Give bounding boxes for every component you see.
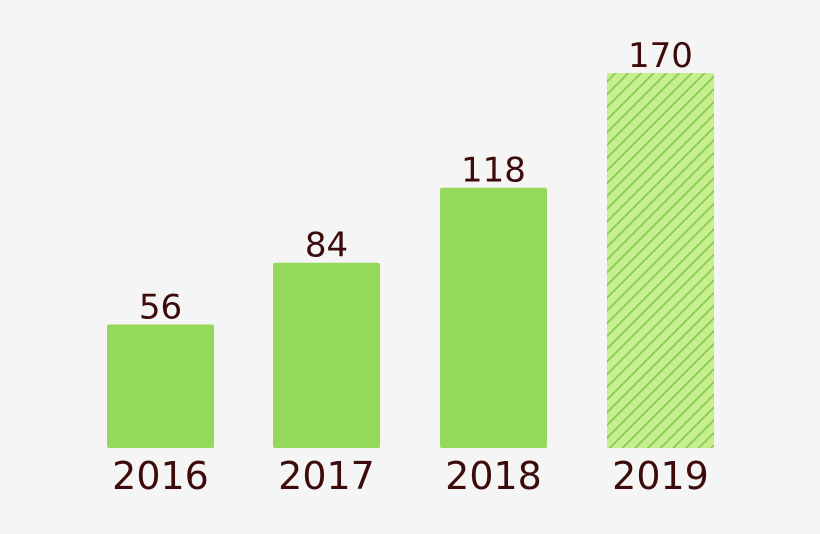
bar-2019: [607, 73, 714, 448]
value-label-2019: 170: [628, 36, 693, 76]
value-label-2018: 118: [461, 151, 526, 191]
x-tick-label-2016: 2016: [112, 454, 209, 498]
bar-2016: [107, 324, 214, 448]
value-label-2017: 84: [305, 226, 348, 266]
bars-layer: [107, 73, 714, 449]
x-axis-labels-layer: 2016 2017 2018 2019: [112, 454, 709, 498]
x-tick-label-2017: 2017: [278, 454, 375, 498]
bar-2017: [273, 262, 380, 448]
value-labels-layer: 56 84 118 170: [139, 36, 693, 327]
x-tick-label-2019: 2019: [612, 454, 709, 498]
bar-2018: [440, 187, 547, 449]
x-tick-label-2018: 2018: [445, 454, 542, 498]
value-label-2016: 56: [139, 287, 182, 327]
